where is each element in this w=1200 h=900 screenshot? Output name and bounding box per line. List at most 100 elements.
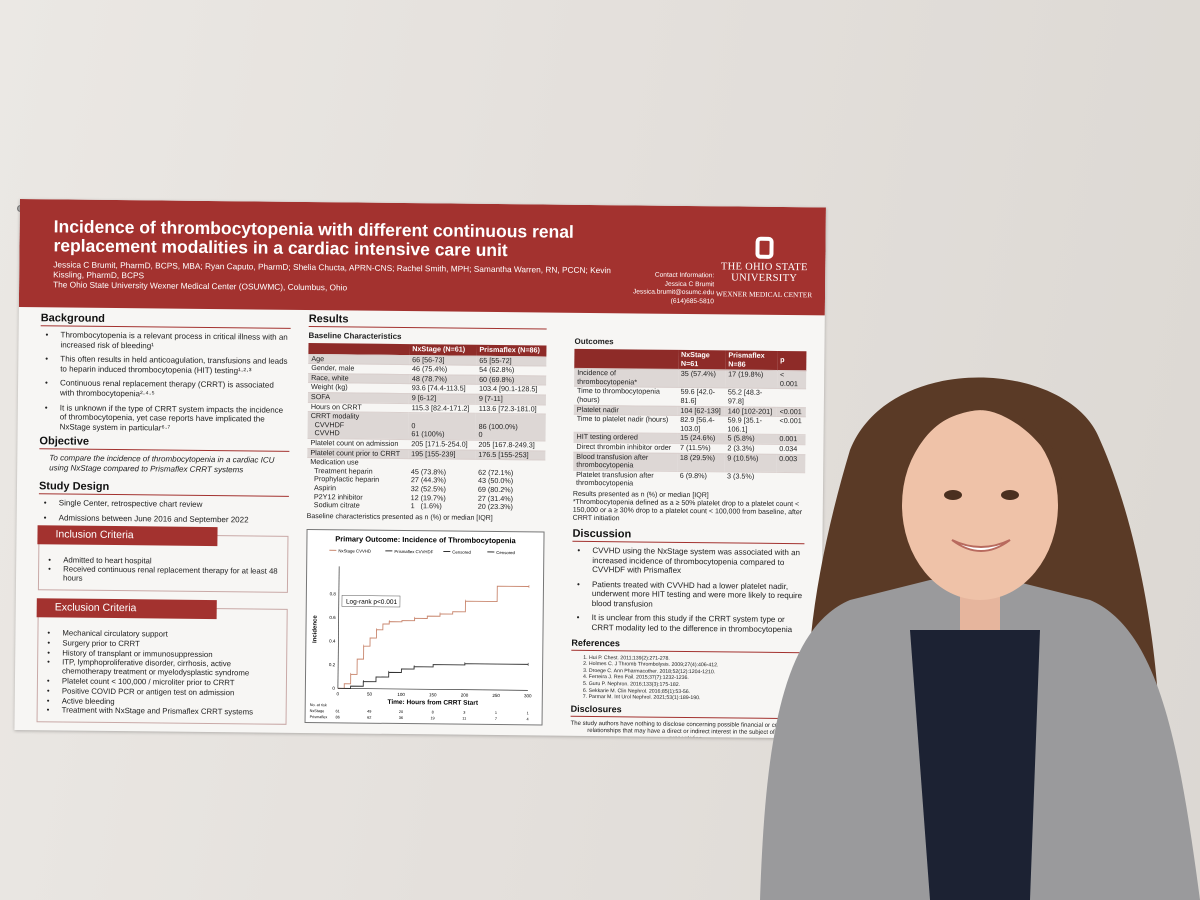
table-cell: 115.3 [82.4-171.2]	[408, 403, 476, 414]
risk-value: 1	[495, 711, 497, 715]
inclusion-heading: Inclusion Criteria	[37, 524, 218, 546]
exclusion-box: Exclusion Criteria Mechanical circulator…	[36, 598, 288, 725]
table-cell: 82.9 [56.4-103.0]	[677, 415, 725, 435]
table-header: NxStage (N=61)	[409, 344, 477, 356]
middle-column: Results Baseline Characteristics NxStage…	[304, 313, 547, 726]
risk-row-name: NxStage	[310, 709, 325, 713]
table-cell: 0 61 (100%)	[408, 412, 476, 441]
objective-heading: Objective	[39, 436, 290, 453]
legend-label: Censored	[496, 550, 515, 555]
list-item: Received continuous renal replacement th…	[43, 565, 279, 586]
table-cell: Blood transfusion after thrombocytopenia	[573, 451, 677, 472]
risk-value: 36	[399, 716, 403, 720]
list-item: It is unknown if the type of CRRT system…	[40, 403, 290, 434]
x-tick-label: 50	[367, 691, 373, 696]
table-cell: 6 (9.8%)	[676, 471, 725, 490]
table-cell: Time to thrombocytopenia (hours)	[573, 386, 678, 406]
left-column: Background Thrombocytopenia is a relevan…	[36, 312, 291, 725]
legend-label: NxStage CVVHD	[338, 548, 371, 553]
table-cell: 86 (100.0%) 0	[475, 413, 546, 441]
x-tick-label: 250	[492, 693, 500, 698]
exclusion-heading: Exclusion Criteria	[36, 598, 217, 620]
presenter-photo	[760, 377, 1200, 900]
x-tick-label: 0	[337, 691, 340, 696]
risk-value: 20	[399, 710, 403, 714]
poster-title: Incidence of thrombocytopenia with diffe…	[53, 216, 574, 261]
legend-label: Prismaflex CVVHDF	[394, 549, 433, 554]
baseline-table-body: Age 66 [56-73] 65 [55-72] Gender, male 46 (7…	[306, 354, 547, 513]
logo-subtitle: WEXNER MEDICAL CENTER	[715, 289, 813, 300]
table-header	[574, 348, 679, 370]
risk-table-label: No. at risk	[310, 703, 327, 707]
table-cell: Time to platelet nadir (hours)	[573, 414, 678, 434]
table-cell: 59.6 [42.0-81.6]	[677, 387, 725, 407]
poster-header: Incidence of thrombocytopenia with diffe…	[18, 199, 826, 316]
risk-value: 49	[367, 709, 371, 713]
risk-value: 7	[495, 717, 497, 721]
x-tick-label: 100	[397, 692, 405, 697]
list-item: Continuous renal replacement therapy (CR…	[40, 379, 290, 401]
series-line-prismaflex	[337, 662, 529, 689]
table-cell: 45 (73.8%) 27 (44.3%) 32 (52.5%) 12 (19.…	[407, 458, 476, 512]
y-tick-label: 0.6	[329, 615, 336, 620]
contact-info: Contact Information: Jessica C Brumit Je…	[604, 271, 714, 306]
study-design-list: Single Center, retrospective chart revie…	[39, 499, 289, 526]
inclusion-box: Inclusion Criteria Admitted to heart hos…	[37, 524, 289, 593]
x-tick-label: 200	[461, 692, 469, 697]
table-cell: 195 [155-239]	[408, 449, 476, 460]
table-cell: 18 (29.5%)	[676, 452, 725, 472]
table-row: CRRT modality CVVHDF CVVHD 0 61 (100%) 8…	[307, 411, 546, 441]
risk-value: 19	[430, 716, 434, 720]
annotation-text: Log-rank p<0.001	[346, 598, 398, 606]
risk-value: 3	[463, 710, 465, 714]
y-axis	[337, 566, 340, 689]
x-axis	[337, 687, 528, 691]
list-item: Treatment with NxStage and Prismaflex CR…	[42, 706, 278, 718]
risk-row-name: Prismaflex	[310, 715, 328, 719]
table-cell: Medication use Treatment heparin Prophyl…	[306, 457, 409, 511]
risk-value: 61	[336, 709, 340, 713]
y-tick-label: 0.8	[330, 591, 337, 596]
list-item: Thrombocytopenia is a relevant process i…	[40, 330, 290, 352]
background-heading: Background	[40, 312, 291, 329]
block-o-icon	[755, 236, 774, 259]
study-design-heading: Study Design	[38, 481, 290, 498]
poster-authors: Jessica C Brumit, PharmD, BCPS, MBA; Rya…	[53, 259, 613, 295]
y-tick-label: 0.4	[329, 638, 336, 643]
chart-title: Primary Outcome: Incidence of Thrombocyt…	[335, 534, 516, 545]
contact-phone: (614)685-5810	[670, 297, 715, 305]
table-cell: 176.5 [155-253]	[475, 449, 546, 461]
logo-university-name: THE OHIO STATE UNIVERSITY	[720, 261, 808, 285]
table-header: Prismaflex (N=86)	[476, 344, 547, 357]
x-tick-label: 300	[524, 693, 532, 698]
table-cell: Platelet transfusion after thrombocytope…	[573, 470, 677, 489]
x-tick-label: 150	[429, 692, 437, 697]
table-cell: CRRT modality CVVHDF CVVHD	[307, 411, 409, 440]
osu-logo: THE OHIO STATE UNIVERSITY WEXNER MEDICAL…	[709, 236, 820, 299]
list-item: Admissions between June 2016 and Septemb…	[39, 513, 289, 525]
results-heading: Results	[308, 313, 547, 330]
baseline-title: Baseline Characteristics	[308, 331, 402, 342]
table-cell: Incidence of thrombocytopenia*	[574, 368, 678, 388]
table-cell: 62 (72.1%) 43 (50.0%) 69 (80.2%) 27 (31.…	[474, 459, 546, 513]
annotation-box	[341, 594, 401, 607]
y-tick-label: 0	[332, 685, 335, 690]
risk-value: 4	[526, 717, 528, 721]
baseline-note: Baseline characteristics presented as n …	[306, 512, 493, 522]
km-chart-svg: Primary Outcome: Incidence of Thrombocyt…	[310, 534, 533, 721]
risk-value: 8	[432, 710, 434, 714]
table-cell: 7 (11.5%)	[676, 443, 725, 454]
list-item: This often results in held anticoagulati…	[40, 354, 290, 376]
inclusion-list: Admitted to heart hospital Received cont…	[43, 555, 279, 586]
list-item: Single Center, retrospective chart revie…	[39, 499, 289, 511]
objective-text: To compare the incidence of thrombocytop…	[49, 453, 275, 475]
legend-label: Censored	[452, 549, 471, 554]
table-cell: 113.6 [72.3-181.0]	[475, 403, 546, 415]
list-item: ITP, lymphoproliferative disorder, cirrh…	[42, 658, 278, 679]
exclusion-list: Mechanical circulatory support Surgery p…	[42, 628, 279, 718]
x-axis-label: Time: Hours from CRRT Start	[387, 699, 478, 707]
background-list: Thrombocytopenia is a relevant process i…	[40, 330, 291, 434]
km-chart: Primary Outcome: Incidence of Thrombocyt…	[304, 528, 545, 726]
risk-value: 86	[335, 715, 339, 719]
risk-value: 11	[462, 716, 466, 720]
